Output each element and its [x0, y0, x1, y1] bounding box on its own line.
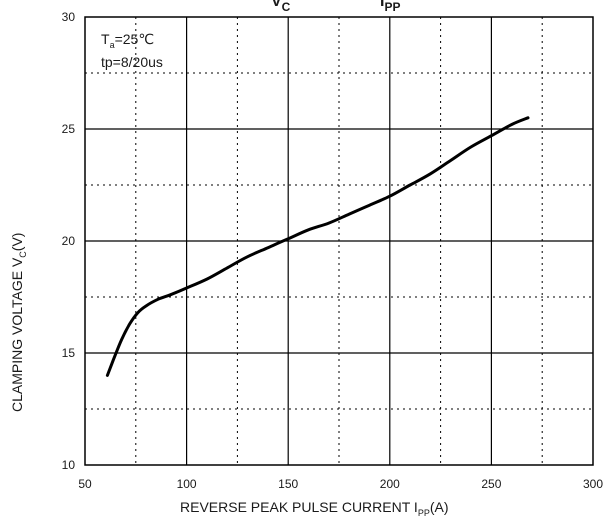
x-tick-labels: 50 100 150 200 250 300	[78, 477, 603, 491]
y-tick-label: 10	[62, 458, 76, 472]
plot-frame	[84, 16, 594, 466]
x-tick-label: 150	[278, 477, 298, 491]
x-tick-label: 200	[380, 477, 400, 491]
title-fragment-right: IPP	[380, 0, 400, 14]
y-tick-label: 25	[62, 122, 76, 136]
y-tick-labels: 10 15 20 25 30	[62, 10, 76, 472]
y-axis-label: CLAMPING VOLTAGE VC(V)	[9, 233, 28, 412]
x-tick-label: 250	[481, 477, 501, 491]
y-tick-label: 30	[62, 10, 76, 24]
x-axis-label: REVERSE PEAK PULSE CURRENT IPP(A)	[180, 499, 449, 518]
title-fragment-left: VC	[271, 0, 291, 14]
annotation-temperature: Ta=25℃	[101, 31, 154, 50]
x-tick-label: 100	[177, 477, 197, 491]
grid	[85, 17, 593, 465]
annotation-pulse: tp=8/20us	[101, 54, 163, 70]
y-tick-label: 20	[62, 234, 76, 248]
x-tick-label: 300	[583, 477, 603, 491]
series-line	[105, 116, 530, 377]
x-tick-label: 50	[78, 477, 92, 491]
y-tick-label: 15	[62, 346, 76, 360]
